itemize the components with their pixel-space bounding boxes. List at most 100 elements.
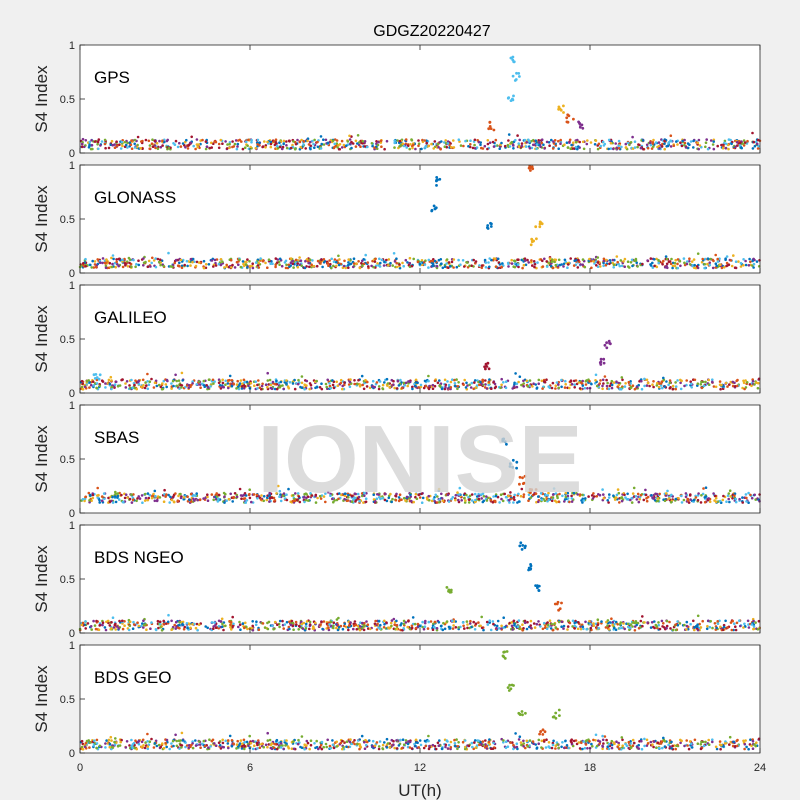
data-point [474, 622, 478, 625]
data-point [713, 494, 717, 498]
data-point [195, 383, 198, 386]
data-point [635, 385, 639, 389]
data-point [674, 385, 678, 388]
data-point [615, 255, 619, 258]
data-point [488, 141, 492, 144]
data-point [118, 384, 122, 387]
data-point [618, 264, 622, 268]
data-point [81, 382, 85, 386]
data-point [678, 622, 682, 625]
data-point [516, 134, 519, 137]
data-point [308, 140, 312, 144]
data-point [114, 265, 117, 269]
data-point [523, 257, 527, 261]
data-point [551, 381, 555, 385]
data-point [143, 386, 147, 390]
data-point [255, 620, 258, 623]
data-point [733, 385, 737, 388]
data-point [304, 622, 308, 626]
data-point [332, 386, 336, 390]
data-point [92, 266, 96, 269]
data-point [517, 738, 521, 741]
data-point [185, 138, 188, 142]
data-point [548, 144, 551, 147]
data-point [341, 387, 344, 391]
data-point [275, 379, 278, 383]
data-point [170, 387, 173, 390]
data-point [641, 262, 644, 266]
event-point [577, 120, 580, 124]
data-point [319, 623, 322, 626]
data-point [137, 263, 141, 267]
data-point [470, 381, 474, 385]
data-point [134, 379, 137, 383]
data-point [116, 263, 119, 266]
data-point [233, 266, 237, 269]
event-point [567, 114, 571, 118]
data-point [500, 624, 503, 628]
data-point [296, 265, 300, 269]
data-point [700, 386, 704, 390]
data-point [532, 143, 535, 147]
data-point [525, 141, 528, 144]
data-point [427, 374, 430, 378]
data-point [178, 387, 181, 390]
data-point [541, 387, 544, 390]
data-point [500, 383, 503, 387]
data-point [141, 501, 144, 505]
data-point [397, 384, 401, 387]
data-point [700, 380, 703, 384]
data-point [714, 262, 718, 266]
data-point [278, 619, 282, 623]
data-point [173, 261, 176, 265]
data-point [360, 734, 364, 738]
data-point [198, 383, 202, 386]
data-point [502, 381, 505, 384]
data-point [159, 385, 163, 389]
data-point [734, 497, 737, 501]
data-point [109, 375, 113, 379]
data-point [610, 386, 614, 390]
data-point [709, 139, 713, 142]
data-point [173, 143, 177, 146]
data-point [669, 262, 673, 266]
data-point [106, 382, 110, 385]
data-point [549, 264, 553, 268]
data-point [515, 382, 519, 386]
data-point [667, 142, 670, 145]
data-point [490, 258, 493, 262]
data-point [639, 619, 643, 623]
data-point [665, 492, 668, 495]
data-point [721, 498, 725, 502]
data-point [478, 264, 481, 267]
data-point [540, 379, 544, 383]
data-point [296, 382, 300, 386]
data-point [491, 620, 495, 623]
data-point [562, 624, 566, 628]
data-point [463, 378, 467, 382]
data-point [596, 147, 600, 151]
event-point [435, 176, 439, 179]
data-point [285, 146, 289, 150]
data-point [275, 387, 279, 391]
data-point [713, 622, 717, 625]
data-point [757, 381, 760, 385]
data-point [161, 144, 164, 147]
data-point [569, 380, 573, 383]
data-point [751, 380, 755, 383]
data-point [274, 138, 278, 141]
data-point [526, 620, 529, 624]
event-point [485, 365, 489, 368]
event-point [578, 125, 582, 129]
data-point [651, 496, 654, 499]
data-point [153, 381, 157, 385]
data-point [217, 262, 221, 266]
data-point [107, 146, 111, 150]
data-point [469, 143, 472, 146]
data-point [481, 380, 485, 383]
data-point [641, 139, 645, 142]
data-point [239, 739, 243, 742]
data-point [361, 264, 364, 268]
data-point [84, 257, 87, 261]
data-point [613, 498, 617, 501]
